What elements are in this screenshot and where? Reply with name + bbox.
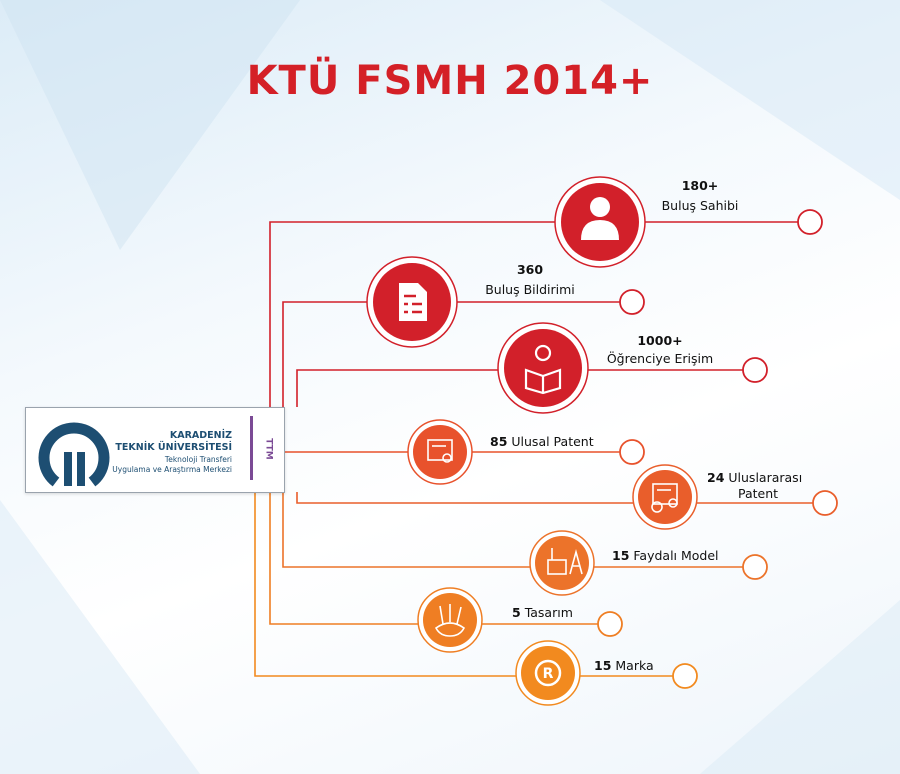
item-text: 85 Ulusal Patent [490,434,594,449]
end-node [619,289,645,315]
page-title: KTÜ FSMH 2014+ [246,58,654,104]
item-label: Patent [738,486,778,501]
end-node [597,611,623,637]
certificate-icon [427,439,453,463]
logo-side-text: TTM [263,438,274,460]
end-node [619,439,645,465]
item-label: Marka [615,658,653,673]
node-marka: R [515,640,581,706]
item-label: Ulusal Patent [511,434,593,449]
node-bulus-bildirimi [366,256,458,348]
connector-7 [269,492,598,625]
item-text: 15 Marka [594,658,654,673]
end-node [797,209,823,235]
connector-5 [296,492,813,504]
logo-line-1: KARADENİZ [169,430,232,441]
item-text: 24 Uluslararası [707,470,802,485]
university-emblem-icon [38,422,110,487]
svg-text:R: R [543,666,554,682]
value-label: 360 [517,262,543,277]
design-tools-icon [434,604,466,637]
value-label: 15 [594,658,611,673]
item-label: Buluş Bildirimi [485,282,575,297]
value-label: 15 [612,548,629,563]
student-reading-icon [524,344,562,395]
value-label: 180+ [682,178,719,193]
value-label: 85 [490,434,507,449]
connector-3 [296,369,743,407]
person-icon [581,197,619,240]
value-label: 5 [512,605,521,620]
registered-icon: R [534,659,562,687]
node-faydali-model [529,530,595,596]
item-label: Faydalı Model [633,548,718,563]
end-node [812,490,838,516]
logo-line-2: TEKNİK ÜNİVERSİTESİ [115,442,232,453]
node-bulus-sahibi [554,176,646,268]
document-icon [399,283,427,321]
item-label: Uluslararası [728,470,802,485]
globe-certificate-icon [651,483,678,513]
logo-line-3: Teknoloji Transferi [164,455,232,464]
item-label: Öğrenciye Erişim [607,350,713,366]
end-node [742,357,768,383]
item-text: 5 Tasarım [512,605,573,620]
node-ogrenciye-erisim [497,322,589,414]
value-label: 1000+ [637,333,682,348]
node-ulusal-patent [407,419,473,485]
item-text: 15 Faydalı Model [612,548,719,563]
logo-divider [250,416,253,480]
item-label: Buluş Sahibi [662,198,739,213]
node-tasarim [417,587,483,653]
logo-line-4: Uygulama ve Araştırma Merkezi [112,465,232,474]
node-uluslararasi-patent [632,464,698,530]
ktu-ttm-logo: KARADENİZ TEKNİK ÜNİVERSİTESİ Teknoloji … [25,407,285,493]
value-label: 24 [707,470,725,485]
item-label: Tasarım [524,605,573,620]
tools-icon [547,548,583,575]
connector-2 [282,301,620,407]
end-node [672,663,698,689]
end-node [742,554,768,580]
